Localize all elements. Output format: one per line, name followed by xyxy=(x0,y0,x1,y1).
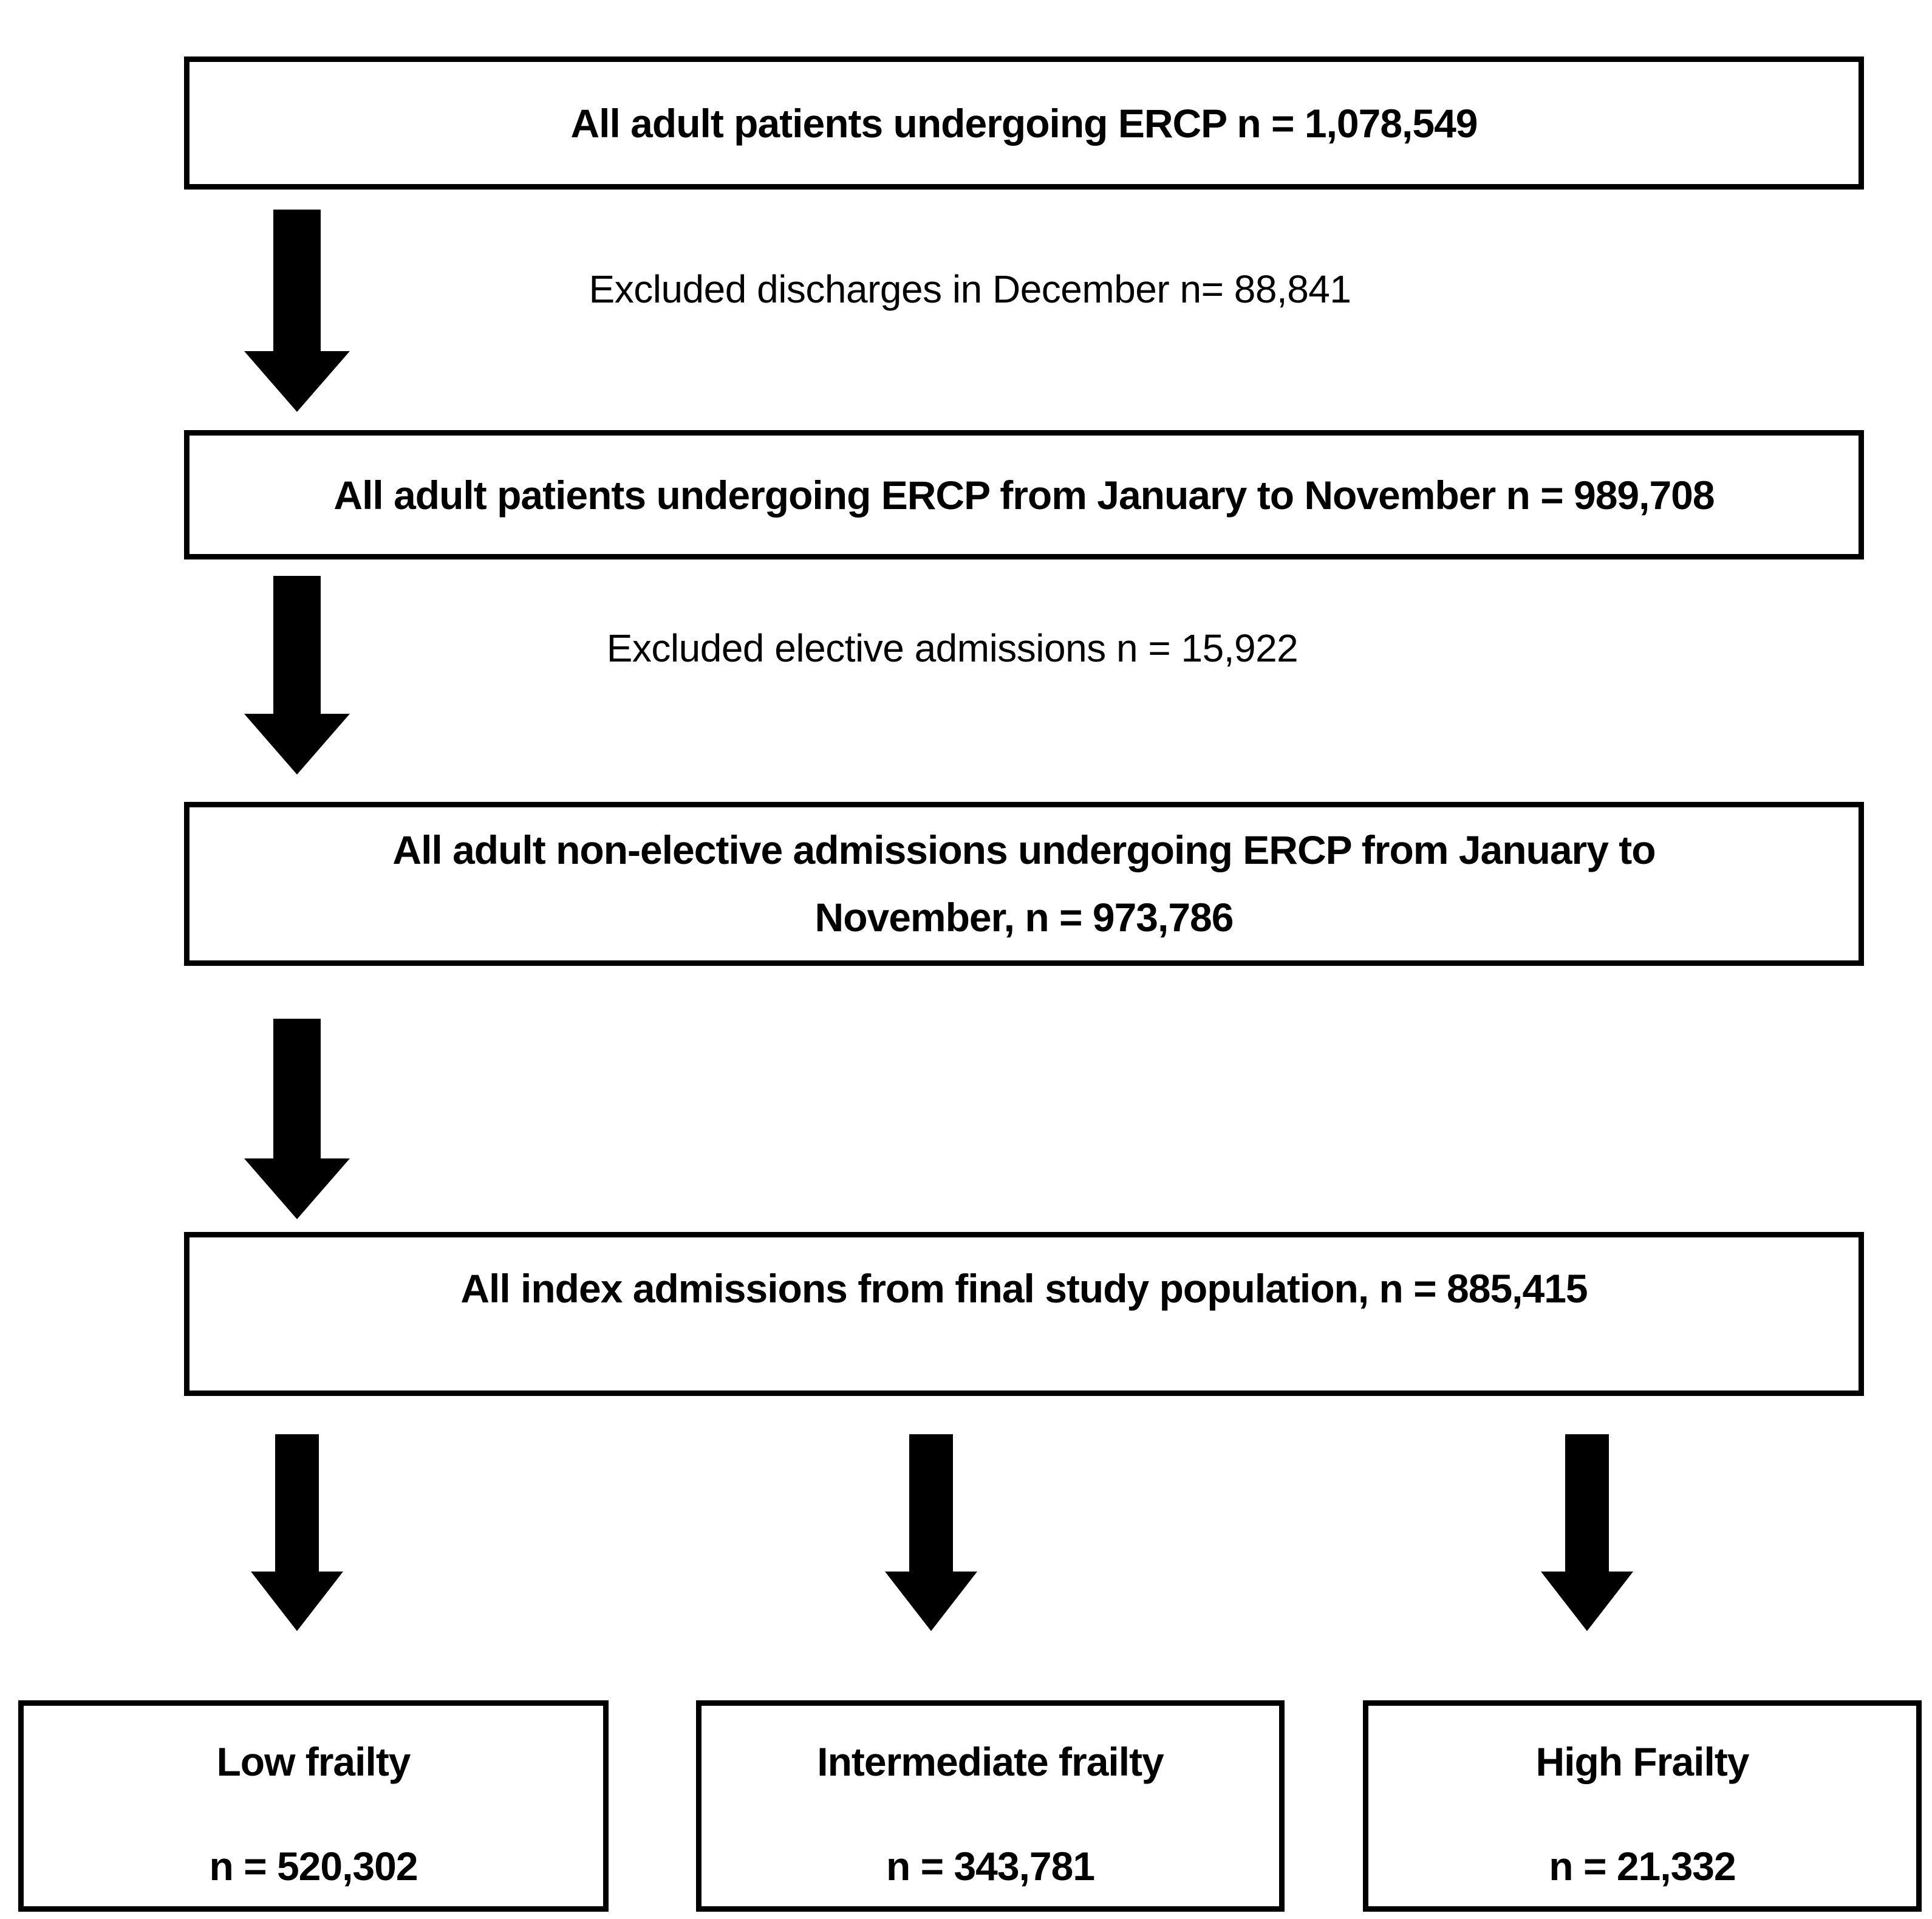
arrow-shaft xyxy=(273,210,321,351)
flow-box-all-patients: All adult patients undergoing ERCP n = 1… xyxy=(184,56,1864,190)
arrow-shaft xyxy=(275,1434,319,1572)
down-arrow-high-frailty-icon xyxy=(1541,1434,1633,1631)
outcome-intermediate-frailty-count: n = 343,781 xyxy=(886,1844,1095,1889)
down-arrow-3-icon xyxy=(244,1019,350,1219)
outcome-box-high-frailty: High Frailty n = 21,332 xyxy=(1363,1700,1922,1912)
down-arrow-low-frailty-icon xyxy=(251,1434,343,1631)
exclusion-label-december: Excluded discharges in December n= 88,84… xyxy=(589,267,1351,311)
flow-box-jan-to-nov: All adult patients undergoing ERCP from … xyxy=(184,430,1864,559)
arrow-head xyxy=(244,351,350,412)
arrow-head xyxy=(1541,1572,1633,1631)
arrow-shaft xyxy=(273,1019,321,1158)
flow-box-all-patients-text: All adult patients undergoing ERCP n = 1… xyxy=(570,100,1478,146)
down-arrow-2-icon xyxy=(244,576,350,775)
arrow-shaft xyxy=(909,1434,953,1572)
outcome-high-frailty-count: n = 21,332 xyxy=(1549,1844,1736,1889)
arrow-head xyxy=(244,714,350,775)
arrow-head xyxy=(244,1158,350,1219)
outcome-low-frailty-label: Low frailty xyxy=(216,1739,411,1784)
outcome-low-frailty-count: n = 520,302 xyxy=(209,1844,418,1889)
flow-box-non-elective-line1: All adult non-elective admissions underg… xyxy=(392,827,1656,872)
outcome-box-intermediate-frailty: Intermediate frailty n = 343,781 xyxy=(696,1700,1285,1912)
arrow-shaft xyxy=(273,576,321,714)
flow-box-non-elective-line2: November, n = 973,786 xyxy=(814,895,1234,940)
arrow-head xyxy=(885,1572,977,1631)
exclusion-label-elective: Excluded elective admissions n = 15,922 xyxy=(606,626,1299,670)
arrow-shaft xyxy=(1565,1434,1609,1572)
flow-box-index-admissions-text: All index admissions from final study po… xyxy=(460,1266,1588,1311)
down-arrow-intermediate-frailty-icon xyxy=(885,1434,977,1631)
flow-box-non-elective: All adult non-elective admissions underg… xyxy=(184,802,1864,966)
flow-box-index-admissions: All index admissions from final study po… xyxy=(184,1232,1864,1396)
flow-box-jan-to-nov-text: All adult patients undergoing ERCP from … xyxy=(333,472,1715,518)
outcome-intermediate-frailty-label: Intermediate frailty xyxy=(817,1739,1164,1784)
arrow-head xyxy=(251,1572,343,1631)
down-arrow-1-icon xyxy=(244,210,350,412)
outcome-box-low-frailty: Low frailty n = 520,302 xyxy=(18,1700,609,1912)
outcome-high-frailty-label: High Frailty xyxy=(1535,1739,1749,1784)
